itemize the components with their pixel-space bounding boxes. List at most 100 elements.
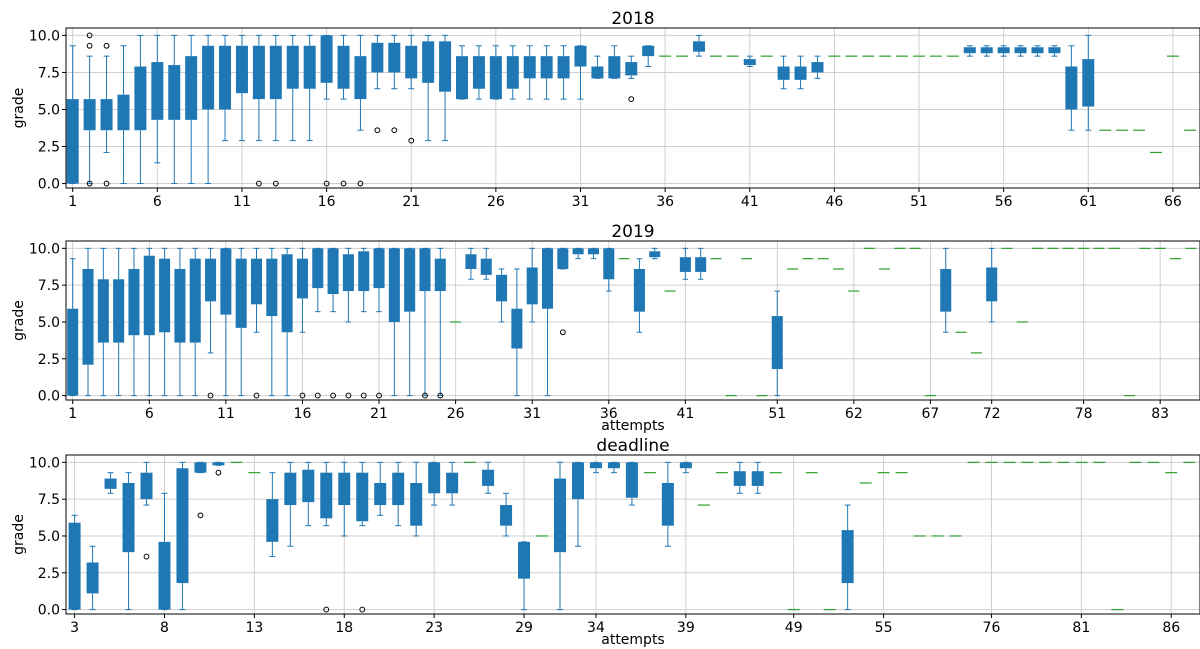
outlier-point xyxy=(408,137,415,144)
box xyxy=(446,472,459,494)
chart-title: deadline xyxy=(596,436,669,456)
box xyxy=(1014,47,1027,54)
outlier-point xyxy=(359,606,366,613)
x-tick-label: 26 xyxy=(487,194,505,210)
y-tick-label: 2.5 xyxy=(38,566,60,582)
outlier-point xyxy=(143,553,150,560)
box xyxy=(1082,59,1095,107)
box xyxy=(695,257,707,272)
box xyxy=(523,56,536,79)
box xyxy=(811,62,824,73)
x-tick-label: 62 xyxy=(845,406,863,422)
y-tick-label: 7.5 xyxy=(38,278,60,294)
box xyxy=(320,472,333,519)
box xyxy=(286,45,299,89)
box xyxy=(571,462,584,500)
y-tick-label: 2.5 xyxy=(38,140,60,156)
outlier-point xyxy=(357,180,364,187)
x-tick-label: 6 xyxy=(153,194,162,210)
x-tick-label: 31 xyxy=(572,194,590,210)
box xyxy=(235,258,247,328)
box xyxy=(980,47,993,54)
outlier-point xyxy=(374,127,381,134)
box xyxy=(388,42,401,73)
box xyxy=(185,56,198,120)
panel-2: 0.0 2.5 5.0 7.5 10.0 3 8 13 18 23 29 34 39 49 55 76 81 86… xyxy=(11,436,1200,648)
y-tick-label: 0.0 xyxy=(38,603,60,619)
box xyxy=(303,45,316,89)
box xyxy=(189,258,201,343)
x-tick-label: 36 xyxy=(656,194,674,210)
outlier-point xyxy=(86,180,93,187)
box xyxy=(342,254,354,292)
box xyxy=(419,248,431,292)
x-tick-label: 21 xyxy=(370,406,388,422)
box xyxy=(296,258,308,299)
outlier-point xyxy=(255,180,262,187)
box xyxy=(642,45,655,57)
box xyxy=(252,45,265,100)
box xyxy=(777,66,790,80)
box xyxy=(679,462,692,469)
x-tick-label: 31 xyxy=(523,406,541,422)
box xyxy=(410,482,423,526)
chart-title: 2018 xyxy=(611,9,654,29)
y-tick-label: 2.5 xyxy=(38,352,60,368)
box xyxy=(439,41,452,92)
x-tick-label: 29 xyxy=(515,620,533,636)
box xyxy=(117,94,130,131)
box xyxy=(456,56,469,100)
box xyxy=(122,482,135,553)
x-tick-label: 78 xyxy=(1075,406,1093,422)
box xyxy=(625,462,638,498)
box xyxy=(743,59,756,66)
box xyxy=(500,505,513,526)
y-tick-label: 7.5 xyxy=(38,65,60,81)
x-tick-label: 41 xyxy=(741,194,759,210)
x-tick-label: 8 xyxy=(160,620,169,636)
box xyxy=(465,254,477,269)
box xyxy=(140,472,153,500)
box xyxy=(1048,47,1061,54)
box xyxy=(176,468,189,584)
box xyxy=(281,254,293,333)
x-tick-label: 36 xyxy=(600,406,618,422)
box xyxy=(151,62,164,120)
box xyxy=(337,45,350,89)
box xyxy=(480,258,492,275)
box xyxy=(374,482,387,506)
box xyxy=(608,56,621,79)
x-axis-label: attempts xyxy=(601,632,664,648)
box xyxy=(482,469,495,486)
outlier-point xyxy=(422,392,428,399)
box xyxy=(422,41,435,83)
axes-frame xyxy=(65,240,1200,401)
y-tick-label: 5.0 xyxy=(38,529,60,545)
y-axis-label: grade xyxy=(11,514,27,555)
box xyxy=(589,462,602,469)
box xyxy=(434,258,446,292)
box xyxy=(428,462,441,494)
box xyxy=(489,56,502,100)
x-tick-label: 55 xyxy=(875,620,893,636)
outlier-point xyxy=(215,469,222,476)
box xyxy=(250,258,263,305)
outlier-point xyxy=(197,512,204,519)
box xyxy=(540,56,553,79)
box xyxy=(159,258,171,333)
y-tick-label: 10.0 xyxy=(29,241,60,257)
x-tick-label: 41 xyxy=(676,406,694,422)
x-tick-label: 11 xyxy=(217,406,235,422)
box xyxy=(405,45,418,79)
y-tick-label: 5.0 xyxy=(38,102,60,118)
outlier-point xyxy=(299,392,306,399)
box xyxy=(607,462,620,469)
box xyxy=(1031,47,1044,54)
outlier-point xyxy=(340,180,347,187)
box xyxy=(327,248,339,294)
box xyxy=(320,35,333,83)
box xyxy=(284,472,297,506)
box xyxy=(235,45,248,94)
x-tick-label: 26 xyxy=(447,406,465,422)
outlier-point xyxy=(86,32,93,39)
